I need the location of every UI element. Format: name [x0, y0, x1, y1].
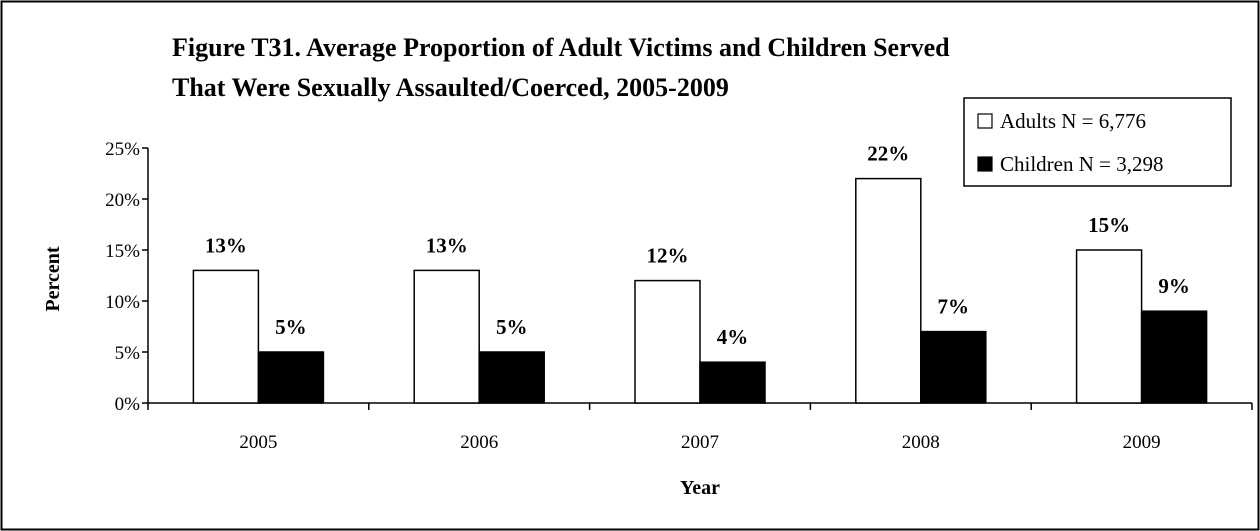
legend-label-adults: Adults N = 6,776 — [1000, 109, 1146, 133]
y-tick-label: 10% — [105, 292, 140, 313]
chart-title-line-2: That Were Sexually Assaulted/Coerced, 20… — [172, 73, 729, 102]
legend-swatch-children — [977, 156, 993, 172]
x-tick-label: 2006 — [460, 432, 498, 453]
data-label-children: 5% — [275, 315, 307, 339]
y-tick-label: 5% — [115, 343, 141, 364]
y-tick-label: 15% — [105, 241, 140, 262]
legend-swatch-adults — [977, 113, 993, 129]
bar-adults — [192, 269, 260, 404]
y-axis-title: Percent — [42, 246, 64, 311]
legend-box — [963, 97, 1232, 187]
data-label-children: 4% — [717, 325, 749, 349]
bar-children — [1140, 310, 1208, 404]
data-label-children: 5% — [496, 315, 528, 339]
data-label-adults: 13% — [426, 233, 468, 257]
data-label-adults: 22% — [867, 142, 909, 166]
chart-title-line-1: Figure T31. Average Proportion of Adult … — [172, 33, 950, 62]
x-tick-label: 2008 — [902, 432, 940, 453]
y-tick-label: 20% — [105, 190, 140, 211]
legend-label-children: Children N = 3,298 — [1000, 152, 1164, 176]
data-label-adults: 15% — [1088, 213, 1130, 237]
y-tick-label: 0% — [115, 394, 141, 415]
bar-adults — [855, 177, 922, 404]
data-label-adults: 12% — [647, 244, 689, 268]
bar-children — [699, 361, 766, 404]
bar-adults — [413, 269, 480, 404]
bar-adults — [1075, 249, 1143, 404]
data-label-children: 9% — [1158, 274, 1190, 298]
data-label-adults: 13% — [205, 233, 247, 257]
data-label-children: 7% — [938, 295, 970, 319]
plot-area: 0% 5% 10% 15% 20% 25% 2005 2006 2007 2008 2009 13% 1… — [105, 139, 1253, 453]
bar-children — [257, 351, 325, 404]
bar-adults — [634, 279, 701, 404]
x-tick-label: 2005 — [239, 432, 277, 453]
x-axis-title: Year — [680, 477, 720, 499]
x-tick-label: 2009 — [1123, 432, 1161, 453]
bar-children — [478, 351, 545, 404]
x-tick-label: 2007 — [681, 432, 719, 453]
bar-children — [920, 330, 987, 404]
y-tick-label: 25% — [105, 139, 140, 160]
legend: Adults N = 6,776 Children N = 3,298 — [963, 97, 1232, 187]
